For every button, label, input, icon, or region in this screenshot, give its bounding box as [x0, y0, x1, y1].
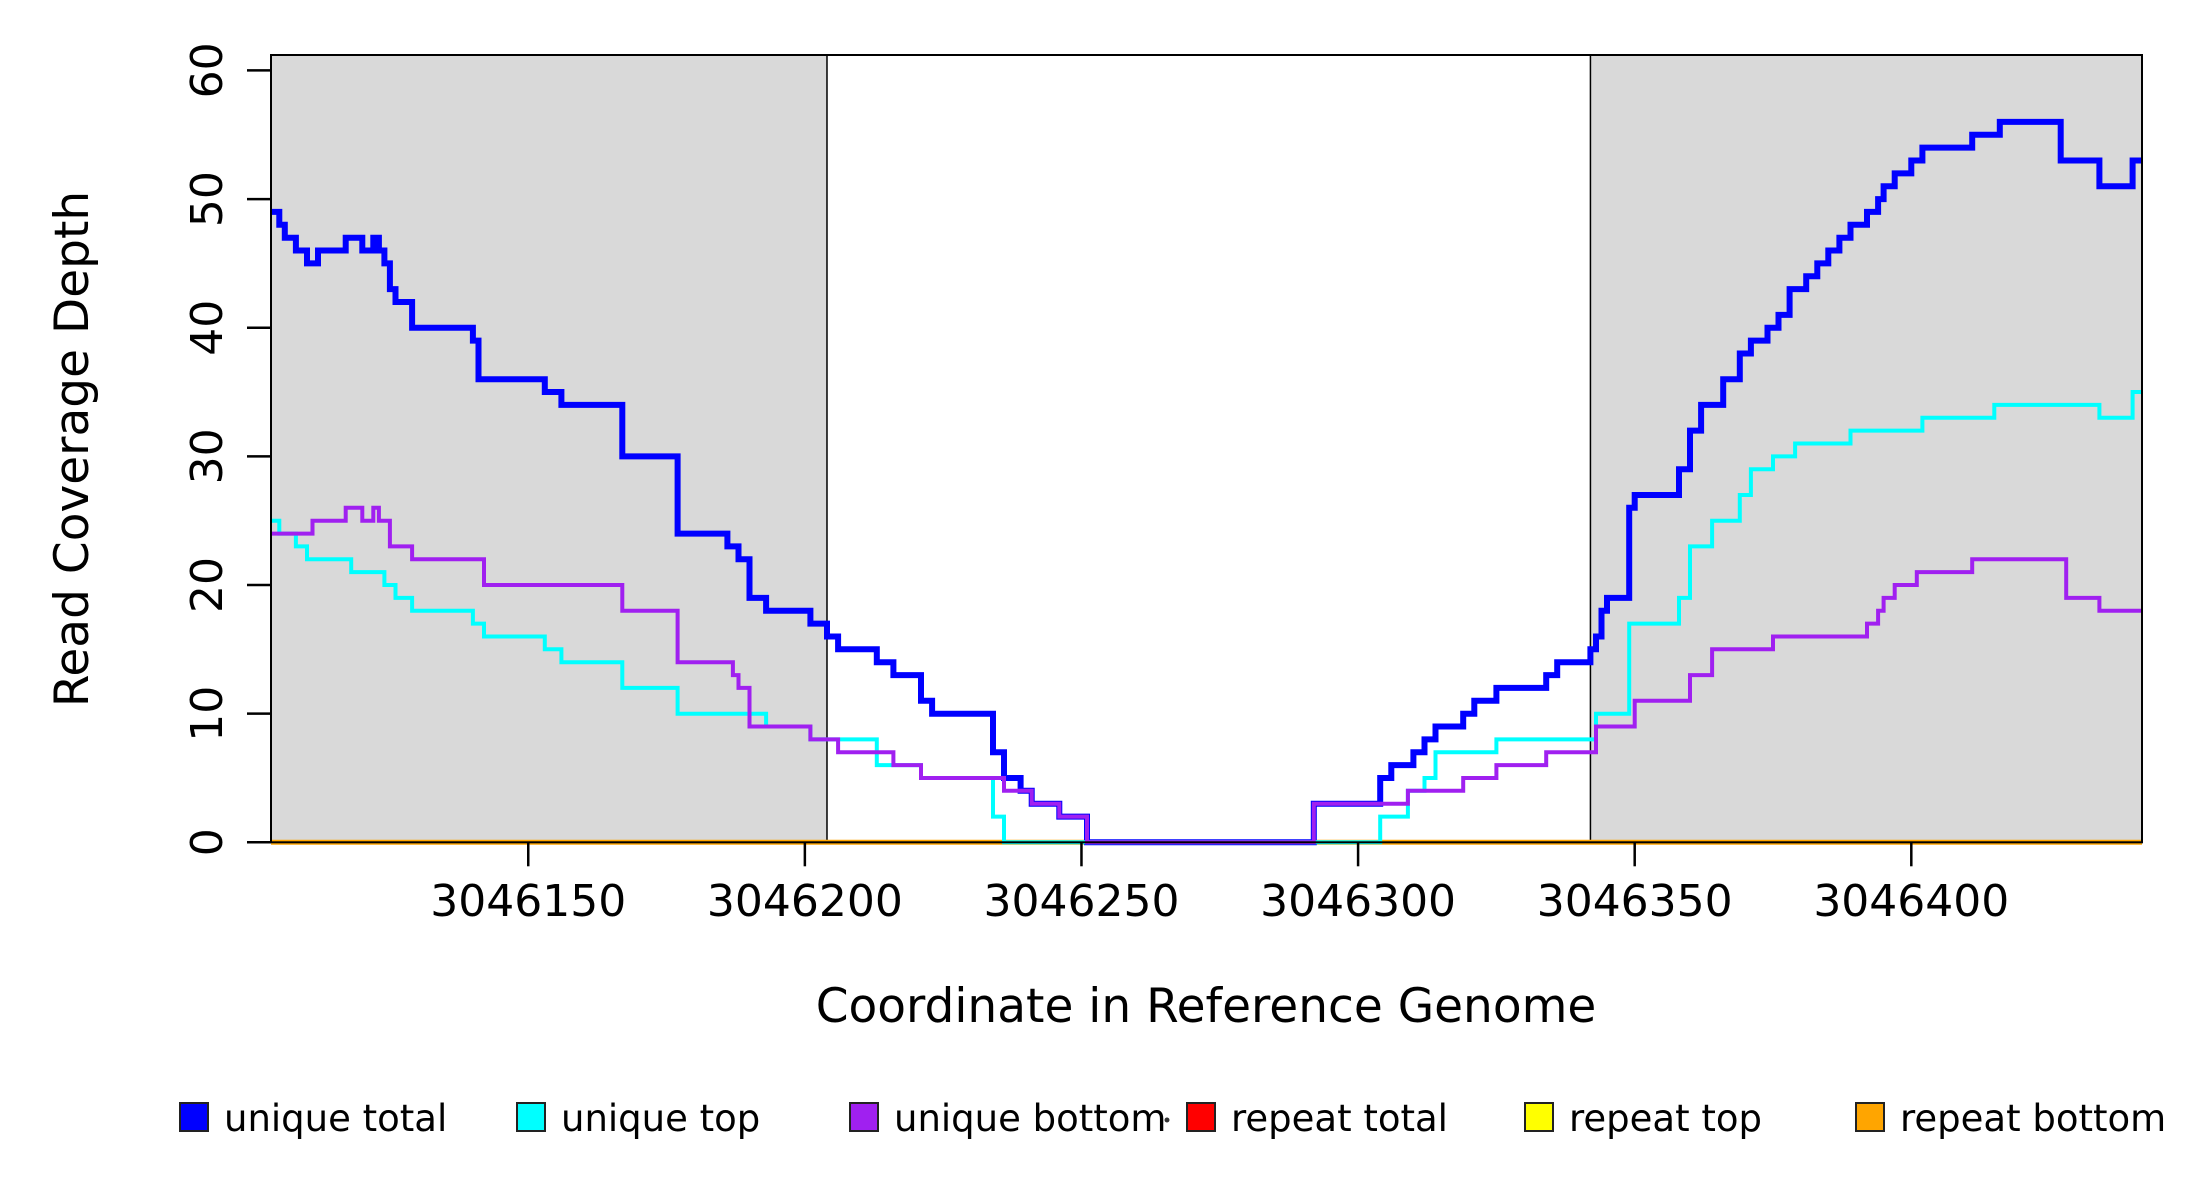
x-tick-label: 3046300	[1260, 876, 1456, 927]
x-tick-label: 3046350	[1537, 876, 1733, 927]
y-tick-label: 50	[182, 171, 233, 227]
legend-label-repeat-bottom: repeat bottom	[1900, 1097, 2166, 1140]
shaded-region-2	[1589, 54, 2143, 844]
legend-item-repeat-top: repeat top	[1524, 1097, 1762, 1140]
x-tick-label: 3046400	[1813, 876, 2009, 927]
series-line-unique-total	[271, 118, 2142, 846]
legend-label-repeat-total: repeat total	[1231, 1097, 1448, 1140]
stray-dot-artifact	[1164, 1117, 1170, 1123]
legend-swatch-unique-total	[179, 1102, 209, 1132]
y-tick-label: 0	[182, 828, 233, 856]
y-axis-title: Read Coverage Depth	[45, 191, 100, 707]
x-tick-label: 3046150	[430, 876, 626, 927]
shaded-regions	[270, 54, 2143, 844]
legend-item-repeat-bottom: repeat bottom	[1855, 1097, 2166, 1140]
y-axis: 0 10 20 30 40 50 60	[182, 42, 271, 856]
y-tick-label: 60	[182, 42, 233, 98]
legend-swatch-repeat-total	[1186, 1102, 1216, 1132]
series-line-unique-bottom	[271, 505, 2142, 845]
legend-item-unique-total: unique total	[179, 1097, 447, 1140]
y-tick-label: 30	[182, 428, 233, 484]
legend-label-repeat-top: repeat top	[1569, 1097, 1762, 1140]
legend-item-unique-bottom: unique bottom	[849, 1097, 1166, 1140]
x-tick-label: 3046200	[707, 876, 903, 927]
y-tick-label: 40	[182, 300, 233, 356]
shaded-region-1	[270, 54, 828, 844]
y-tick-label: 10	[182, 686, 233, 742]
plot-border	[270, 54, 2143, 844]
y-tick-label: 20	[182, 557, 233, 613]
legend: unique total unique top unique bottom repea…	[179, 1097, 2166, 1140]
legend-label-unique-total: unique total	[224, 1097, 447, 1140]
legend-label-unique-top: unique top	[561, 1097, 760, 1140]
legend-item-repeat-total: repeat total	[1186, 1097, 1448, 1140]
legend-swatch-unique-top	[516, 1102, 546, 1132]
x-axis: 3046150 3046200 3046250 3046300 3046350 30464…	[430, 842, 2009, 927]
legend-label-unique-bottom: unique bottom	[894, 1097, 1166, 1140]
x-tick-label: 3046250	[983, 876, 1179, 927]
legend-item-unique-top: unique top	[516, 1097, 760, 1140]
legend-swatch-repeat-bottom	[1855, 1102, 1885, 1132]
x-axis-title: Coordinate in Reference Genome	[816, 979, 1597, 1034]
legend-swatch-unique-bottom	[849, 1102, 879, 1132]
legend-swatch-repeat-top	[1524, 1102, 1554, 1132]
